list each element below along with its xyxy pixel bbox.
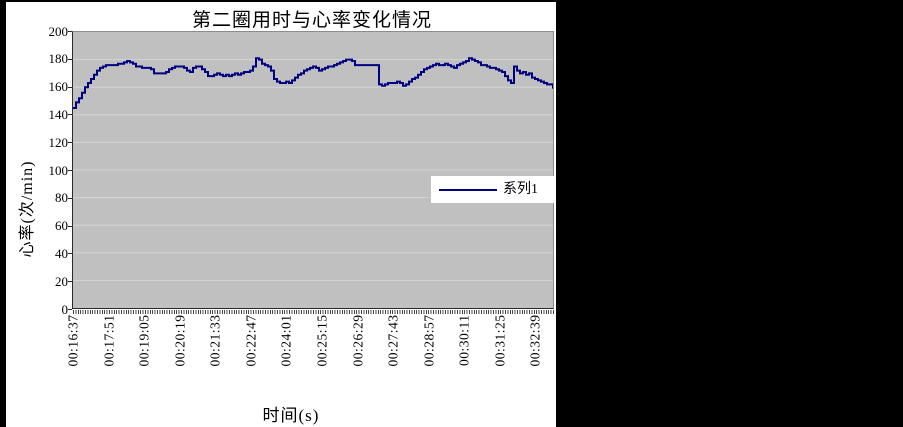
x-tick-label-9: 00:27:43 <box>385 314 401 367</box>
x-tick-label-13: 00:32:39 <box>527 314 543 367</box>
legend-series-label: 系列1 <box>503 182 538 197</box>
plot-svg <box>73 57 553 281</box>
x-tick-label-6: 00:24:01 <box>278 314 294 367</box>
x-tick-label-2: 00:19:05 <box>136 314 152 367</box>
legend-line-swatch <box>439 189 497 191</box>
x-tick-label-12: 00:31:25 <box>492 314 508 367</box>
y-tick-label-140: 140 <box>48 106 69 122</box>
y-tick-mark-0 <box>68 309 72 310</box>
x-tick-label-4: 00:21:33 <box>207 314 223 367</box>
legend: 系列1 <box>431 176 554 203</box>
y-tick-label-20: 20 <box>55 273 68 289</box>
y-tick-label-80: 80 <box>55 190 68 206</box>
y-tick-mark-160 <box>68 86 72 88</box>
x-axis-title: 时间(s) <box>262 406 320 425</box>
y-tick-label-100: 100 <box>48 162 69 178</box>
y-tick-mark-80 <box>68 197 72 199</box>
x-tick-label-8: 00:26:29 <box>350 314 366 367</box>
chart-surface: 第二圈用时与心率变化情况 心率(次/min) 0 20 40 60 80 100 120 14… <box>6 2 556 427</box>
y-tick-mark-40 <box>68 253 72 255</box>
x-tick-label-11: 00:30:11 <box>456 314 472 367</box>
y-tick-mark-200 <box>68 31 72 32</box>
y-tick-label-180: 180 <box>48 51 69 67</box>
y-tick-label-120: 120 <box>48 134 69 150</box>
y-tick-label-0: 0 <box>61 301 69 317</box>
x-tick-label-0: 00:16:37 <box>65 314 81 367</box>
x-tick-label-7: 00:25:15 <box>314 314 330 367</box>
x-tick-label-10: 00:28:57 <box>421 314 437 367</box>
y-tick-mark-20 <box>68 281 72 283</box>
y-tick-label-40: 40 <box>55 245 68 261</box>
series-line-系列1 <box>73 57 553 109</box>
y-tick-mark-140 <box>68 114 72 116</box>
y-tick-mark-60 <box>68 225 72 227</box>
y-tick-mark-100 <box>68 170 72 171</box>
x-tick-label-3: 00:20:19 <box>172 314 188 367</box>
y-tick-mark-120 <box>68 142 72 144</box>
y-tick-mark-180 <box>68 58 72 60</box>
x-axis-minor-tick-strip <box>73 310 554 314</box>
chart-title: 第二圈用时与心率变化情况 <box>191 10 432 31</box>
plot-area <box>72 31 554 309</box>
x-tick-label-1: 00:17:51 <box>101 314 117 367</box>
y-tick-label-60: 60 <box>55 218 68 234</box>
x-tick-label-5: 00:22:47 <box>243 314 259 367</box>
y-tick-label-200: 200 <box>48 23 69 39</box>
y-tick-label-160: 160 <box>48 79 69 95</box>
